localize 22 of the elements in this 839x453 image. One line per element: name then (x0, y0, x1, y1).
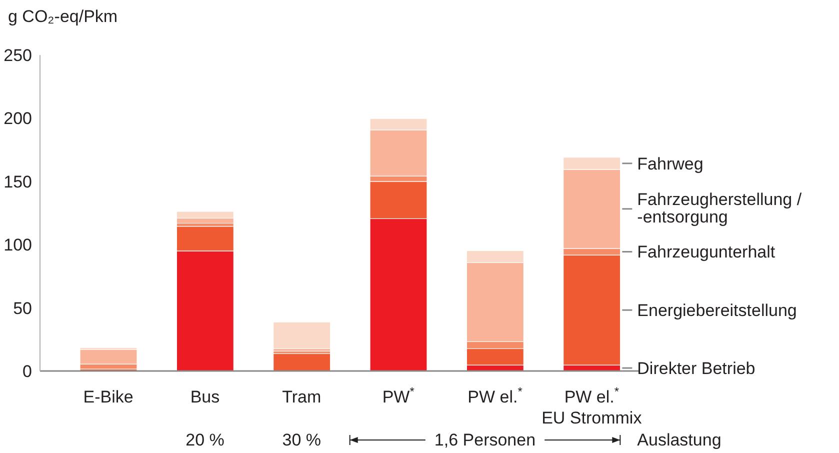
x-tick-label: PW$^{*}$ (382, 384, 415, 406)
series-label: Fahrzeugherstellung / -entsorgung (637, 189, 802, 226)
x-tick-label: Tram (282, 387, 322, 406)
y-tick-label: 100 (4, 236, 32, 255)
x-tick-label: E-Bike (83, 387, 134, 406)
series-label: Fahrweg (637, 154, 704, 173)
text: 20 % (186, 430, 224, 450)
y-axis-title: g CO₂-eq/Pkm (8, 7, 118, 26)
x-tick-label: PW el.$^{*}$ EU Strommix (542, 384, 642, 428)
x-tick-label: Bus (190, 387, 220, 406)
y-tick-label: 50 (13, 298, 32, 318)
y-tick-label: 250 (4, 46, 32, 66)
text: 30 % (282, 430, 322, 450)
y-tick-label: 200 (4, 109, 32, 128)
y-tick-label: 0 (22, 362, 32, 382)
y-tick-label: 150 (4, 172, 32, 192)
series-label: Energiebereitstellung (637, 300, 797, 320)
series-label: Direkter Betrieb (637, 358, 756, 378)
text: Auslastung (637, 430, 722, 450)
x-tick-label: PW el.$^{*}$ (468, 384, 523, 406)
text: 1,6 Personen (434, 430, 536, 450)
series-label: Fahrzeugunterhalt (637, 242, 776, 262)
